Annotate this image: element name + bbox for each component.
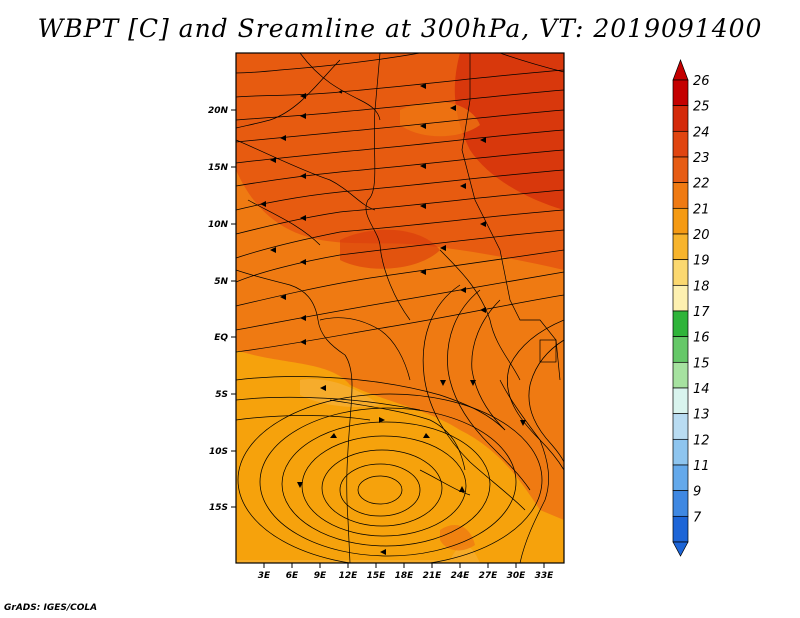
lon-tick-label: 21E: [423, 571, 443, 581]
colorbar-level-label: 11: [693, 459, 710, 474]
lat-tick-label: 10N: [208, 220, 229, 230]
colorbar-swatch: [672, 156, 689, 184]
colorbar-level-label: 21: [693, 202, 710, 217]
lon-tick-label: 3E: [258, 571, 271, 581]
colorbar-level-label: 7: [693, 510, 702, 525]
colorbar-swatch: [672, 336, 689, 363]
coastline-borders: [236, 53, 561, 563]
colorbar-swatch: [672, 79, 689, 107]
colorbar-swatch: [672, 130, 689, 158]
lon-tick-label: 6E: [286, 571, 299, 581]
lon-tick-label: 27E: [479, 571, 499, 581]
colorbar-swatch: [672, 207, 689, 235]
latitude-axis: [231, 109, 236, 508]
lat-tick-label: 10S: [209, 447, 228, 457]
colorbar: 26 25 24 23 22 21 20 19 18 17 16 15 14 13 12 11 9 7: [672, 59, 710, 557]
colorbar-swatch: [672, 464, 689, 492]
colorbar-swatch: [672, 182, 689, 209]
colorbar-level-label: 9: [693, 485, 701, 500]
map-frame: [235, 52, 565, 564]
colorbar-swatch: [672, 515, 689, 543]
colorbar-swatch: [672, 284, 689, 312]
longitude-axis: [263, 563, 545, 568]
colorbar-swatch: [672, 259, 689, 286]
lon-tick-label: 24E: [451, 571, 471, 581]
lat-tick-label: EQ: [214, 333, 228, 343]
colorbar-swatch: [672, 387, 689, 415]
lat-tick-label: 20N: [208, 106, 229, 116]
colorbar-level-label: 19: [693, 254, 710, 269]
colorbar-max-arrow: [672, 59, 689, 81]
colorbar-swatch: [672, 105, 689, 132]
lat-tick-label: 15N: [208, 163, 229, 173]
colorbar-swatch: [672, 438, 689, 466]
colorbar-level-label: 24: [693, 125, 710, 140]
lat-tick-label: 5S: [215, 390, 228, 400]
colorbar-level-label: 16: [693, 331, 710, 346]
colorbar-level-label: 25: [693, 100, 710, 115]
lon-tick-label: 15E: [367, 571, 387, 581]
streamline-arrows: [260, 83, 526, 555]
lon-tick-label: 12E: [339, 571, 359, 581]
colorbar-swatch: [672, 233, 689, 261]
colorbar-level-label: 18: [693, 279, 710, 294]
colorbar-swatch: [672, 310, 689, 338]
lon-tick-label: 33E: [535, 571, 555, 581]
colorbar-level-label: 22: [693, 177, 710, 192]
lat-tick-label: 5N: [214, 277, 228, 287]
colorbar-level-label: 15: [693, 356, 710, 371]
plot-title: WBPT [C] and Sreamline at 300hPa, VT: 20…: [37, 14, 763, 43]
colorbar-level-label: 14: [693, 382, 710, 397]
colorbar-level-label: 26: [693, 74, 710, 89]
wbpt-shading: [236, 53, 564, 563]
colorbar-level-label: 12: [693, 433, 710, 448]
lon-tick-label: 18E: [395, 571, 415, 581]
lon-tick-label: 9E: [314, 571, 327, 581]
colorbar-swatch: [672, 490, 689, 517]
colorbar-level-label: 23: [693, 151, 710, 166]
colorbar-level-label: 17: [693, 305, 710, 320]
colorbar-level-label: 13: [693, 408, 710, 423]
lon-tick-label: 30E: [507, 571, 527, 581]
streamlines: [236, 53, 564, 563]
colorbar-level-label: 20: [693, 228, 710, 243]
colorbar-swatch: [672, 361, 689, 389]
lat-tick-label: 15S: [209, 503, 228, 513]
colorbar-swatch: [672, 413, 689, 440]
colorbar-min-arrow: [672, 541, 689, 557]
grads-credit: GrADS: IGES/COLA: [4, 603, 98, 613]
